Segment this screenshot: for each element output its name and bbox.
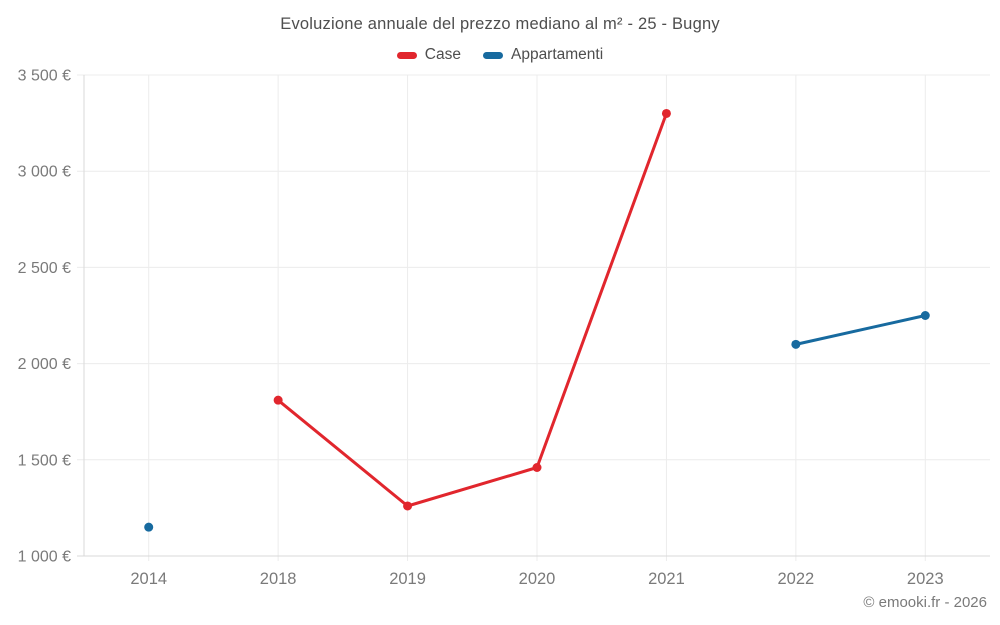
x-axis-label: 2021	[648, 570, 685, 588]
point-appartamenti-2014[interactable]	[144, 522, 154, 532]
legend-item-case[interactable]: Case	[396, 46, 461, 64]
legend-item-appartamenti[interactable]: Appartamenti	[482, 46, 604, 64]
y-axis-labels: 1 000 € 1 500 € 2 000 € 2 500 € 3 000 € 3 500…	[18, 68, 71, 566]
point-appartamenti-2022[interactable]	[791, 339, 801, 349]
chart-title: Evoluzione annuale del prezzo mediano al…	[280, 15, 720, 33]
y-axis-label: 2 000 €	[18, 356, 71, 373]
legend-label: Appartamenti	[510, 46, 604, 63]
y-axis-label: 1 500 €	[18, 452, 71, 469]
y-axis-label: 3 000 €	[18, 164, 71, 181]
legend-label: Case	[424, 46, 461, 63]
x-axis-label: 2022	[777, 570, 814, 588]
series-appartamenti	[144, 311, 930, 532]
series-line	[276, 112, 668, 508]
copyright-footer: © emooki.fr - 2026	[863, 594, 987, 611]
x-axis-label: 2019	[389, 570, 426, 588]
axes	[77, 75, 990, 557]
series-case	[273, 108, 671, 511]
y-axis-label: 1 000 €	[18, 549, 71, 566]
point-case-2020[interactable]	[532, 462, 542, 472]
legend: Case Appartamenti	[0, 46, 1000, 64]
y-axis-label: 3 500 €	[18, 68, 71, 85]
x-axis-labels: 2014 2018 2019 2020 2021 2022 2023	[130, 570, 943, 588]
y-axis-label: 2 500 €	[18, 260, 71, 277]
legend-swatch-icon	[396, 51, 417, 59]
point-appartamenti-2023[interactable]	[920, 311, 930, 320]
point-case-2021[interactable]	[661, 108, 671, 118]
x-axis-label: 2023	[907, 570, 944, 588]
gridlines	[77, 74, 990, 561]
point-case-2019[interactable]	[403, 501, 413, 511]
x-axis-label: 2014	[130, 570, 167, 588]
point-case-2018[interactable]	[273, 395, 283, 405]
x-axis-label: 2020	[519, 570, 556, 588]
legend-swatch-icon	[482, 51, 503, 59]
x-axis-label: 2018	[260, 570, 297, 588]
series-line	[794, 314, 927, 346]
